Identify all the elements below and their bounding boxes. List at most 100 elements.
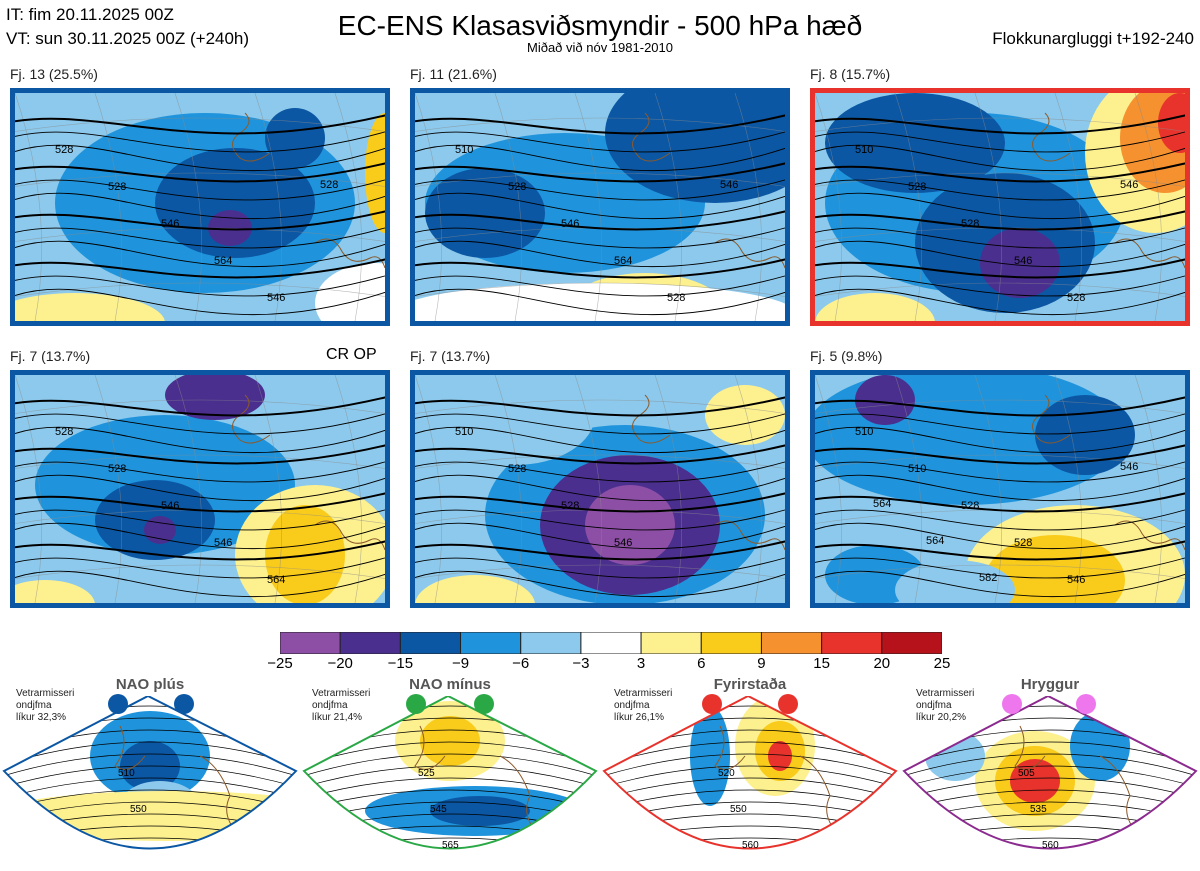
contour-label: 546 [1067,574,1085,586]
height-contour [815,426,1185,454]
contour-label: 528 [55,426,73,438]
height-contour [15,227,385,249]
coastline [232,394,271,444]
contour-label: 564 [267,574,285,586]
regime-note-line: ondjfma [916,700,952,711]
anomaly-field [265,505,345,603]
anomaly-field [985,535,1125,603]
cluster-map-panel: 510 510 528 528 546 546 564 564 582 [810,370,1190,608]
contour-label: 545 [430,804,447,815]
height-contour [415,258,785,279]
height-contour [15,179,385,201]
height-contour [815,396,1185,417]
graticule-line [1054,93,1082,321]
anomaly-field [4,791,296,841]
anomaly-field [208,210,252,246]
anomaly-field [415,283,785,321]
colorbar-swatch [460,632,522,654]
coastline [632,394,671,444]
height-contour [815,492,1185,513]
height-contour [4,777,296,803]
anomaly-field [705,385,785,445]
graticule-line [15,93,42,321]
height-contour [815,144,1185,172]
cluster-map-panel: 528 528 546 546 564 [10,370,390,608]
anomaly-field [430,796,530,826]
cluster-label: Fj. 7 (13.7%) [410,348,491,364]
colorbar-tick-label: −15 [387,655,414,672]
graticule-line [654,93,682,321]
contour-label: 510 [118,768,135,779]
cr-op-label: CR OP [326,346,377,363]
height-contour [15,210,385,231]
colorbar-swatch [821,632,883,654]
contour-label: 546 [161,218,179,230]
colorbar-tick-label: −3 [572,655,590,672]
height-contour [815,288,1185,316]
regime-note: Vetrarmisseri ondjfma líkur 20,2% [916,688,974,724]
colorbar-tick-label: 25 [933,655,951,672]
regime-title: Fyrirstaða [713,676,787,693]
anomaly-field [165,375,265,420]
contour-label: 510 [855,144,873,156]
regime-sector-outline [2,696,298,850]
contour-label: 564 [214,255,232,267]
height-contour [415,396,785,417]
height-contour [15,570,385,598]
colorbar-tick-label: 3 [636,655,646,672]
graticule-line [815,282,1185,297]
anomaly-field [1158,93,1185,153]
graticule-line [415,117,785,132]
contour-label: 510 [908,463,926,475]
coastline [314,238,385,269]
contour-label: 546 [720,179,738,191]
height-contour [415,144,785,172]
graticule-line [415,172,785,187]
colorbar-tick-label: −20 [327,655,353,672]
height-contour [415,179,785,201]
height-contour [304,765,596,792]
cluster-label: Fj. 13 (25.5%) [10,66,98,82]
cluster-map-panel: 510 528 546 564 528 546 [410,88,790,326]
height-contour [815,210,1185,231]
height-contour [815,227,1185,249]
anomaly-field [585,485,675,565]
anomaly-field [1010,759,1060,803]
graticule-line [415,375,442,603]
contour-label: 550 [730,804,747,815]
height-contour [15,413,385,435]
contour-label: 528 [108,181,126,193]
graticule-line [15,399,385,414]
contour-label: 565 [442,840,459,851]
height-contour [815,275,1185,297]
height-contour [304,777,596,803]
regime-note: Vetrarmisseri ondjfma líkur 32,3% [16,688,74,724]
height-contour [815,461,1185,483]
anomaly-field [895,560,1015,603]
valid-time: VT: sun 30.11.2025 00Z (+240h) [6,29,250,48]
regime-dot [174,694,194,714]
height-contour [815,413,1185,435]
height-contour [415,192,785,220]
graticule-line [815,375,842,603]
contour-label: 528 [508,463,526,475]
colorbar-tick-label: −25 [267,655,293,672]
cluster-label: Fj. 7 (13.7%) [10,348,91,364]
height-contour [415,227,785,249]
contour-label: 535 [1030,804,1047,815]
height-contour [415,522,785,550]
contour-label: 520 [718,768,735,779]
height-contour [815,522,1185,550]
contour-label: 560 [742,840,759,851]
graticule-line [815,564,1185,579]
colorbar-swatch [640,632,702,654]
graticule-line [15,117,385,132]
regime-map: 525 545 565 [302,696,598,851]
regime-sector-outline [602,696,898,850]
contour-label: 525 [418,768,435,779]
cluster-map-panel: 510 528 528 546 528 546 [810,88,1190,326]
height-contour [415,426,785,454]
graticule-line [815,117,1185,132]
contour-label: 505 [1018,768,1035,779]
height-contour [15,258,385,279]
